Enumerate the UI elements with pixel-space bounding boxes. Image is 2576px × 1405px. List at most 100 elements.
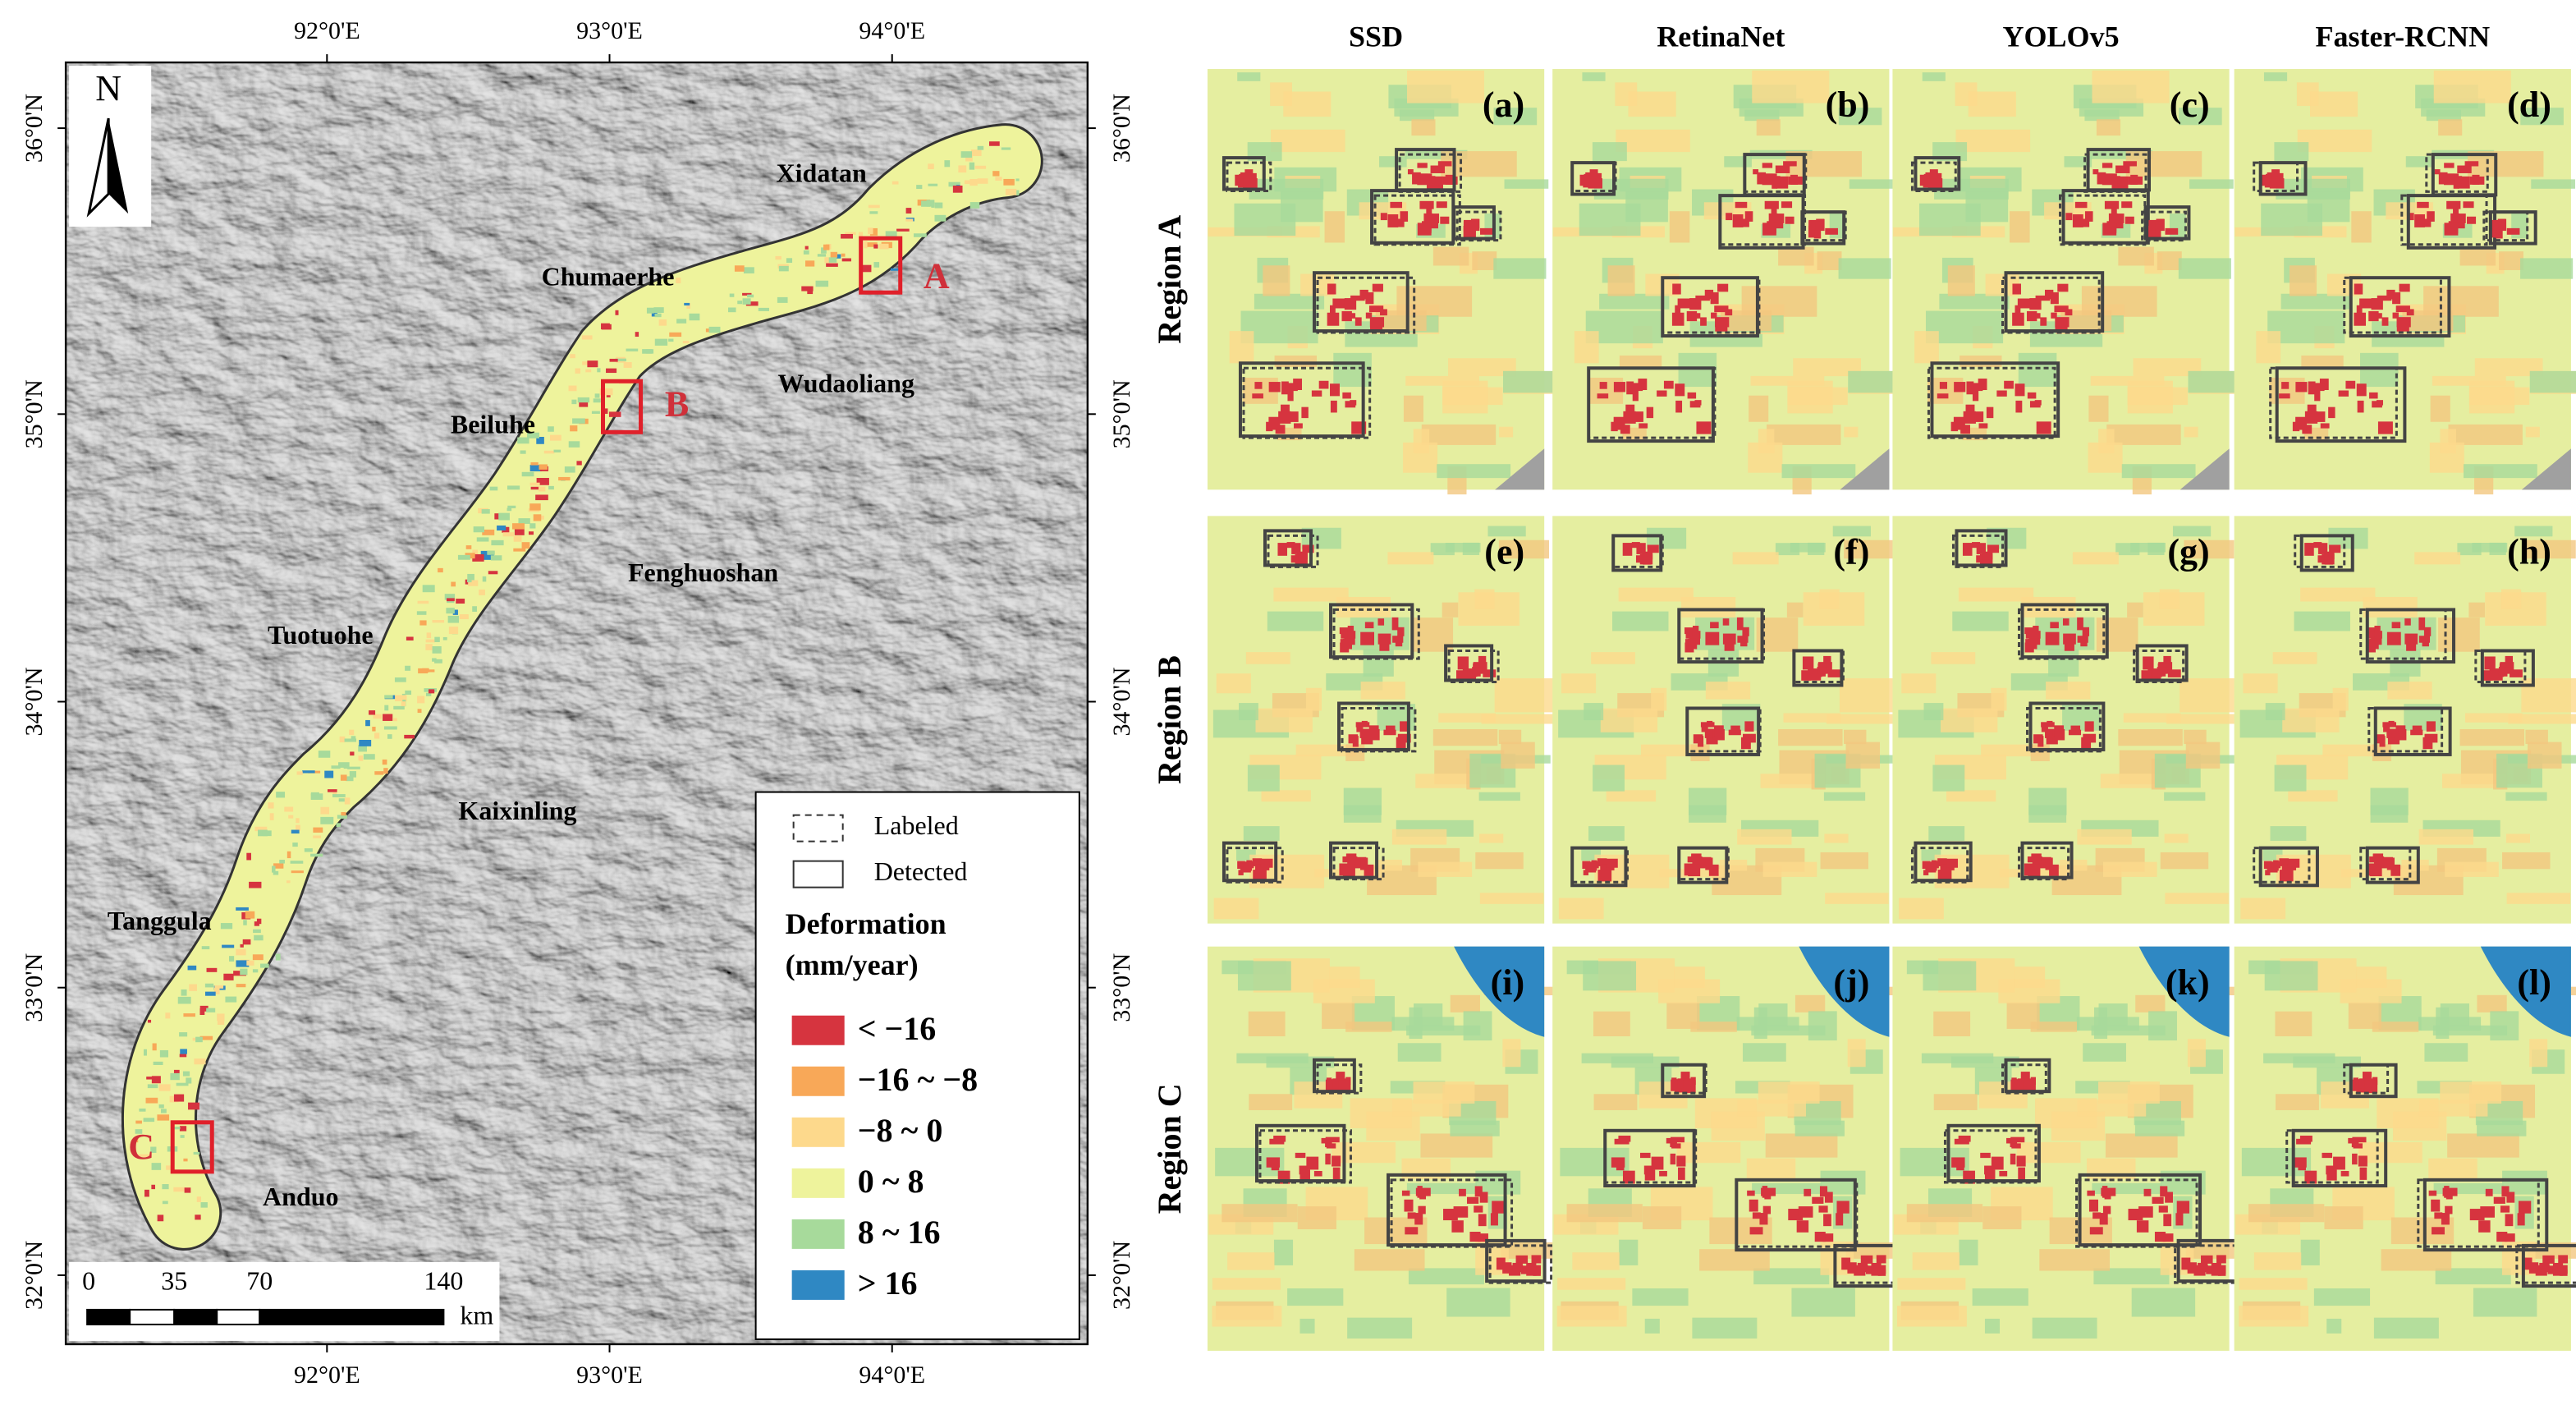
place-name: Beiluhe <box>451 410 535 439</box>
deformation-blob <box>2298 1159 2306 1171</box>
panel-patch <box>1922 72 1946 81</box>
deformation-speck <box>383 726 397 730</box>
panel-patch <box>2118 246 2154 266</box>
deformation-speck <box>447 615 460 623</box>
deformation-blob <box>1405 1227 1419 1235</box>
deformation-blob <box>2010 1136 2025 1143</box>
deformation-blob <box>2267 861 2278 873</box>
panel-patch <box>1760 774 1826 788</box>
labeled-box <box>2001 1063 2047 1095</box>
deformation-blob <box>2033 626 2039 639</box>
panel-patch <box>1212 1306 1282 1327</box>
deformation-blob <box>2558 1255 2569 1264</box>
panel-patch <box>1579 203 1641 236</box>
detected-box <box>1313 271 1409 333</box>
panel-patch <box>1619 1239 1639 1265</box>
deformation-blob <box>1631 383 1643 392</box>
deformation-blob <box>1359 728 1370 738</box>
deformation-blob <box>2084 211 2093 222</box>
panel-patch <box>2387 682 2432 700</box>
deformation-speck <box>320 816 334 824</box>
deformation-blob <box>1356 724 1364 732</box>
deformation-speck <box>262 830 272 837</box>
panel-patch <box>2414 552 2461 565</box>
deformation-blob <box>2125 216 2134 224</box>
deformation-blob <box>1606 858 1618 868</box>
deformation-speck <box>805 260 815 267</box>
deformation-speck <box>513 548 526 552</box>
deformation-blob <box>2012 312 2024 326</box>
panel-patch <box>1955 129 2031 153</box>
panel-patch <box>1939 293 2010 310</box>
deformation-blob <box>2392 312 2399 319</box>
deformation-blob <box>2418 636 2431 643</box>
deformation-blob <box>1692 626 1699 639</box>
water <box>2138 946 2230 1037</box>
panel-patch <box>1222 1204 1298 1223</box>
water <box>1454 946 1545 1037</box>
deformation-blob <box>2364 1080 2378 1094</box>
panel-patch <box>1690 744 1710 761</box>
deformation-speck <box>252 969 259 973</box>
deformation-speck <box>346 776 354 782</box>
panel-patch <box>1479 833 1504 843</box>
deformation-blob <box>2198 1262 2208 1272</box>
deformation-blob <box>1688 864 1701 877</box>
deformation-speck <box>742 298 751 305</box>
north-arrow <box>108 118 129 214</box>
deformation-blob <box>1670 1153 1676 1165</box>
deformation-blob <box>1670 1136 1685 1143</box>
deformation-blob <box>1704 289 1714 300</box>
panel-patch <box>2276 178 2350 200</box>
panel-patch <box>1442 387 1503 406</box>
deformation-blob <box>2070 725 2081 732</box>
panel-patch <box>1593 178 1669 200</box>
deformation-blob <box>1923 870 1929 875</box>
deformation-blob <box>2422 737 2433 750</box>
deformation-speck <box>786 258 793 264</box>
deformation-blob <box>1620 425 1630 434</box>
detected-box <box>1387 1173 1507 1247</box>
deformation-blob <box>2092 169 2099 175</box>
deformation-speck <box>246 960 254 966</box>
deformation-speck <box>845 232 856 236</box>
panel-patch <box>1824 833 1849 843</box>
deformation-blob <box>2451 214 2466 223</box>
deformation-speck <box>195 1036 203 1043</box>
deformation-blob <box>2369 864 2382 877</box>
deformation-blob <box>1657 390 1667 397</box>
deformation-blob <box>1379 642 1390 651</box>
panel-patch <box>1790 543 1826 553</box>
deformation-blob <box>2404 618 2411 626</box>
panel-patch <box>2459 246 2496 266</box>
deformation-blob <box>1711 312 1717 319</box>
deformation-blob <box>2490 225 2497 238</box>
deformation-speck <box>807 290 814 295</box>
deformation-speck <box>291 829 300 834</box>
panel-patch <box>2184 540 2235 559</box>
deformation-speck <box>432 620 445 623</box>
deformation-blob <box>2395 725 2406 737</box>
deformation-blob <box>1972 542 1981 549</box>
deformation-blob <box>1643 553 1652 565</box>
deformation-blob <box>1588 178 1602 189</box>
labeled-box <box>2343 1063 2390 1095</box>
deformation-blob <box>2304 1170 2317 1184</box>
legend-label: 0 ~ 8 <box>858 1163 924 1200</box>
deformation-blob <box>1364 864 1374 876</box>
panel: (c) <box>1892 69 2249 495</box>
panel-patch <box>1478 792 1520 801</box>
deformation-blob <box>1776 222 1784 229</box>
deformation-speck <box>223 973 234 980</box>
deformation-blob <box>1695 295 1710 301</box>
deformation-blob <box>1404 1199 1414 1212</box>
deformation-blob <box>1960 425 1970 434</box>
panel-patch <box>1678 352 1717 388</box>
deformation-speck <box>384 705 389 711</box>
panel-patch <box>2039 1249 2111 1271</box>
panel-label: (j) <box>1833 962 1869 1003</box>
deformation-speck <box>527 432 539 438</box>
panel-patch <box>1583 961 1637 991</box>
panel-patch <box>2172 526 2212 537</box>
deformation-blob <box>2102 1205 2111 1214</box>
